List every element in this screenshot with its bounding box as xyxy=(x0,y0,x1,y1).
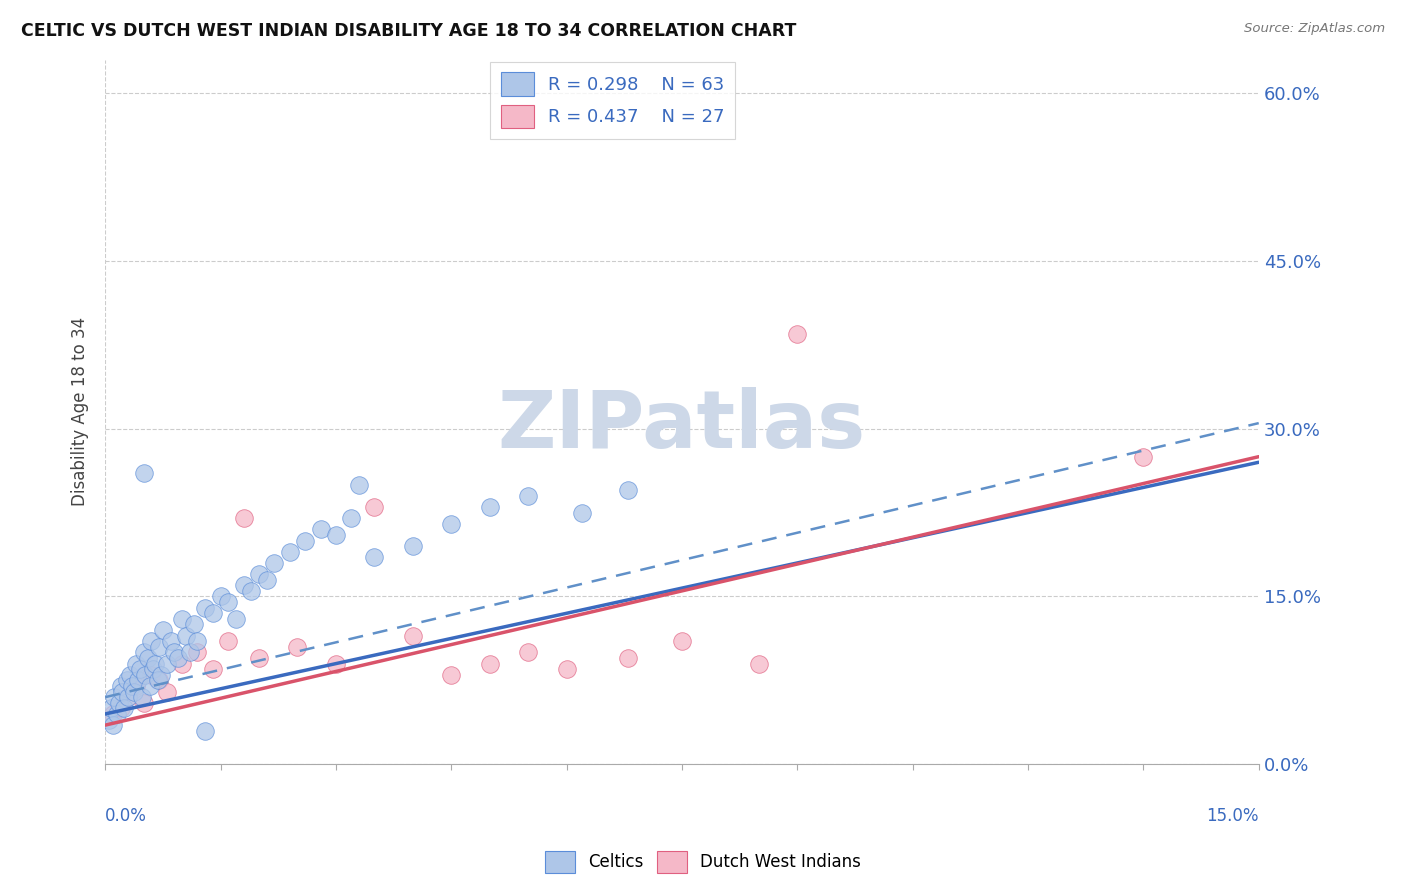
Y-axis label: Disability Age 18 to 34: Disability Age 18 to 34 xyxy=(72,318,89,507)
Point xyxy=(110,679,132,693)
Point xyxy=(159,634,181,648)
Point xyxy=(247,567,270,582)
Point xyxy=(287,640,309,654)
Point xyxy=(186,645,208,659)
Text: CELTIC VS DUTCH WEST INDIAN DISABILITY AGE 18 TO 34 CORRELATION CHART: CELTIC VS DUTCH WEST INDIAN DISABILITY A… xyxy=(21,22,796,40)
Point xyxy=(103,690,125,705)
Point xyxy=(179,645,201,659)
Text: 15.0%: 15.0% xyxy=(1206,806,1258,824)
Point xyxy=(124,684,146,698)
Point xyxy=(232,578,254,592)
Point xyxy=(131,690,153,705)
Point xyxy=(114,701,136,715)
Point xyxy=(163,645,186,659)
Point xyxy=(217,634,239,648)
Point xyxy=(232,511,254,525)
Point xyxy=(111,684,134,698)
Point xyxy=(128,662,150,676)
Point xyxy=(148,673,170,688)
Point xyxy=(517,489,540,503)
Legend: Celtics, Dutch West Indians: Celtics, Dutch West Indians xyxy=(538,845,868,880)
Point xyxy=(209,590,232,604)
Point xyxy=(617,651,640,665)
Point xyxy=(617,483,640,498)
Point xyxy=(142,662,165,676)
Point xyxy=(240,583,263,598)
Point xyxy=(174,629,197,643)
Point xyxy=(225,612,247,626)
Point xyxy=(108,696,131,710)
Point xyxy=(363,550,385,565)
Point xyxy=(294,533,316,548)
Point xyxy=(101,718,124,732)
Point xyxy=(309,522,332,536)
Point xyxy=(402,539,425,553)
Point xyxy=(139,679,162,693)
Point xyxy=(440,667,463,681)
Point xyxy=(340,511,363,525)
Point xyxy=(263,556,285,570)
Point xyxy=(125,657,148,671)
Point xyxy=(141,634,163,648)
Point xyxy=(141,667,163,681)
Point xyxy=(440,516,463,531)
Point xyxy=(555,662,578,676)
Point xyxy=(201,607,224,621)
Point xyxy=(186,634,208,648)
Point xyxy=(152,623,174,637)
Point xyxy=(136,651,159,665)
Point xyxy=(517,645,540,659)
Point xyxy=(478,500,501,514)
Point xyxy=(100,701,122,715)
Point xyxy=(278,545,301,559)
Point xyxy=(127,673,149,688)
Point xyxy=(363,500,385,514)
Point xyxy=(194,600,217,615)
Point xyxy=(156,657,179,671)
Point xyxy=(132,467,155,481)
Point xyxy=(172,612,194,626)
Point xyxy=(325,528,347,542)
Point xyxy=(148,640,170,654)
Point xyxy=(121,679,143,693)
Point xyxy=(786,326,808,341)
Point xyxy=(748,657,770,671)
Point xyxy=(571,506,593,520)
Point xyxy=(478,657,501,671)
Point xyxy=(115,673,138,688)
Point xyxy=(671,634,693,648)
Point xyxy=(217,595,239,609)
Point xyxy=(402,629,425,643)
Text: Source: ZipAtlas.com: Source: ZipAtlas.com xyxy=(1244,22,1385,36)
Legend: R = 0.298    N = 63, R = 0.437    N = 27: R = 0.298 N = 63, R = 0.437 N = 27 xyxy=(491,62,735,138)
Point xyxy=(143,657,166,671)
Point xyxy=(105,706,128,721)
Point xyxy=(194,723,217,738)
Point xyxy=(172,657,194,671)
Point xyxy=(110,701,132,715)
Point xyxy=(134,667,156,681)
Point xyxy=(146,673,169,688)
Point xyxy=(118,667,141,681)
Point xyxy=(256,573,278,587)
Point xyxy=(247,651,270,665)
Point xyxy=(132,645,155,659)
Point xyxy=(117,690,139,705)
Point xyxy=(156,684,179,698)
Point xyxy=(132,696,155,710)
Point xyxy=(183,617,205,632)
Point xyxy=(149,667,172,681)
Text: 0.0%: 0.0% xyxy=(105,806,148,824)
Point xyxy=(201,662,224,676)
Point xyxy=(325,657,347,671)
Point xyxy=(101,706,124,721)
Point xyxy=(347,477,370,491)
Point xyxy=(125,679,148,693)
Text: ZIPatlas: ZIPatlas xyxy=(498,387,866,465)
Point xyxy=(98,713,121,727)
Point xyxy=(167,651,190,665)
Point xyxy=(117,690,139,705)
Point xyxy=(1132,450,1154,464)
